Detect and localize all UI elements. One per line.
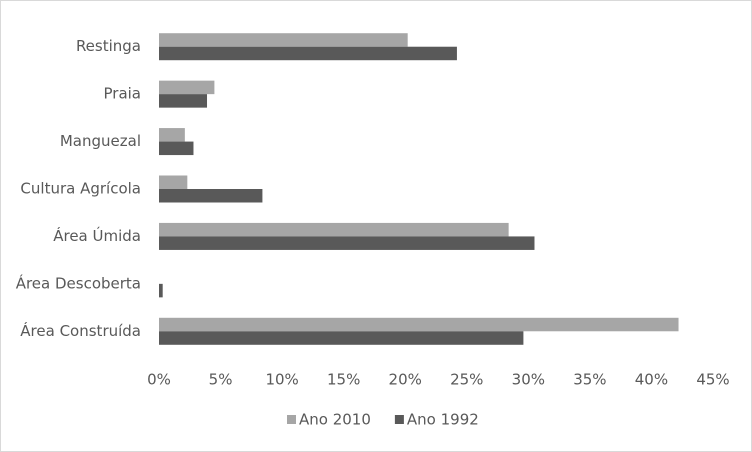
x-tick-label: 5% [209, 371, 233, 389]
x-tick-label: 25% [450, 371, 483, 389]
bar [159, 94, 208, 108]
bar [159, 189, 263, 203]
bar [159, 128, 185, 142]
bar [159, 222, 509, 237]
bar [159, 141, 194, 156]
x-tick-label: 0% [147, 371, 171, 389]
x-tick-label: 10% [265, 371, 298, 389]
bar [159, 80, 215, 95]
bar [159, 331, 524, 345]
legend-swatch [287, 415, 296, 424]
y-tick-label: Cultura Agrícola [20, 180, 141, 198]
bar [159, 175, 188, 189]
x-tick-label: 35% [573, 371, 606, 389]
bar [159, 283, 163, 298]
x-tick-label: 15% [327, 371, 360, 389]
bar [159, 317, 679, 332]
bar [159, 236, 535, 250]
x-tick-label: 30% [512, 371, 545, 389]
y-tick-label: Área Construída [20, 321, 141, 340]
y-tick-label: Área Úmida [53, 226, 141, 245]
y-tick-label: Praia [104, 85, 142, 103]
legend-swatch [394, 415, 404, 424]
y-tick-label: Área Descoberta [16, 273, 141, 292]
legend-label: Ano 2010 [299, 411, 371, 429]
bar [159, 33, 408, 47]
x-tick-label: 40% [635, 371, 668, 389]
bar [159, 46, 457, 61]
y-tick-label: Restinga [76, 37, 141, 55]
y-tick-label: Manguezal [60, 132, 141, 150]
legend-label: Ano 1992 [407, 411, 479, 429]
x-tick-label: 20% [389, 371, 422, 389]
x-tick-label: 45% [696, 371, 729, 389]
